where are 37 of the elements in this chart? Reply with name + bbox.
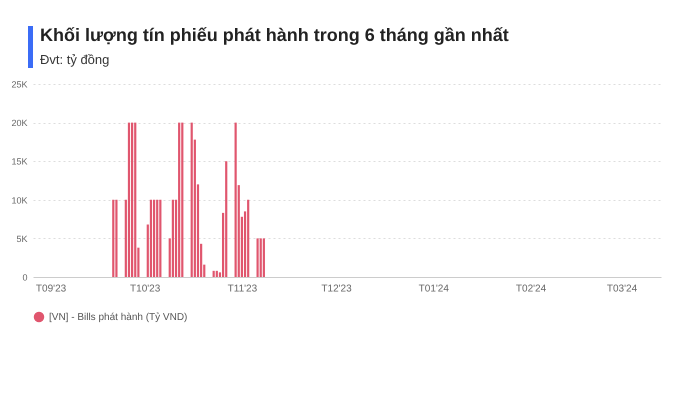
bar: [181, 122, 184, 277]
bar: [150, 200, 152, 277]
legend-label: [VN] - Bills phát hành (Tỷ VND): [49, 312, 188, 323]
bar: [225, 161, 228, 277]
bar: [190, 122, 193, 277]
bar: [152, 200, 156, 277]
x-tick-label: T09'23: [36, 284, 67, 294]
chart-title: Khối lượng tín phiếu phát hành trong 6 tháng gần nhất: [40, 25, 509, 46]
bar: [115, 200, 118, 277]
y-tick-label: 0: [22, 272, 28, 282]
bar: [234, 122, 237, 277]
bar: [212, 270, 215, 277]
x-tick-label: T10'23: [130, 284, 161, 294]
bar: [260, 238, 262, 277]
y-tick-label: 10K: [11, 195, 28, 206]
y-tick-label: 5K: [16, 234, 28, 244]
bar: [172, 200, 174, 277]
x-tick-label: T03'24: [606, 284, 638, 294]
bar: [159, 200, 162, 277]
chart-subtitle: Đvt: tỷ đồng: [40, 52, 110, 67]
x-tick-label: T02'24: [516, 284, 547, 294]
y-tick-label: 20K: [11, 118, 28, 128]
bar: [134, 122, 136, 277]
x-tick-label: T11'23: [228, 284, 258, 294]
bar: [156, 200, 158, 277]
bar: [216, 270, 218, 277]
x-tick-label: T12'23: [321, 284, 352, 294]
bar: [131, 122, 134, 277]
bar: [247, 200, 250, 277]
bar: [112, 200, 114, 277]
x-tick-label: T01'24: [418, 284, 450, 294]
y-tick-label: 25K: [11, 80, 28, 90]
y-tick-label: 15K: [11, 156, 28, 167]
bar: [178, 122, 180, 277]
bar: [262, 238, 265, 277]
bar: [128, 122, 130, 277]
bar: [256, 238, 259, 277]
